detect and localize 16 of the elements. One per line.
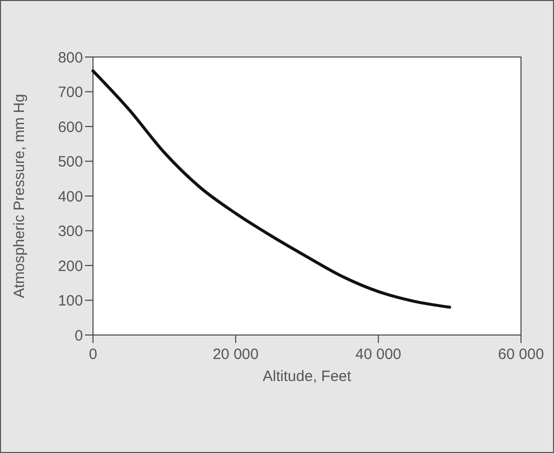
x-tick-label: 40 000 bbox=[355, 346, 402, 363]
x-axis-title: Altitude, Feet bbox=[262, 368, 352, 385]
line-series bbox=[92, 69, 452, 309]
y-tick-label: 100 bbox=[58, 292, 83, 310]
y-tick-label: 400 bbox=[58, 188, 83, 206]
y-tick-label: 800 bbox=[58, 49, 83, 66]
y-tick-label: 500 bbox=[58, 154, 83, 170]
x-tick-label: 0 bbox=[88, 346, 98, 363]
y-tick-label: 600 bbox=[58, 118, 83, 136]
y-tick-label: 0 bbox=[74, 327, 83, 344]
y-tick-label: 700 bbox=[58, 84, 83, 101]
y-tick-label: 300 bbox=[58, 223, 83, 240]
x-tick-label: 20 000 bbox=[212, 346, 259, 363]
x-tick-label: 60 000 bbox=[498, 346, 544, 363]
y-tick-label: 200 bbox=[58, 258, 83, 275]
y-axis-title: Atmospheric Pressure, mm Hg bbox=[11, 94, 28, 298]
